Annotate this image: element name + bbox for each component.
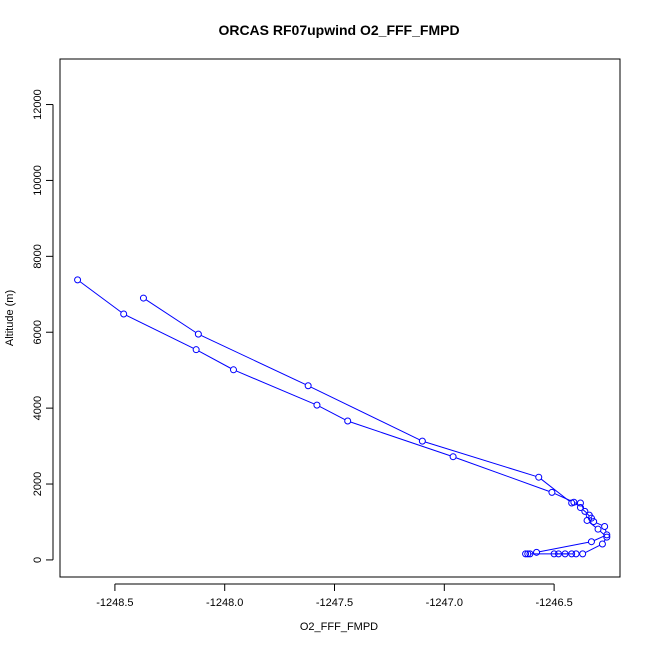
x-tick-label: -1247.0 <box>426 597 463 609</box>
series-line-segment <box>539 541 589 553</box>
y-tick-label: 12000 <box>32 89 44 120</box>
data-point <box>598 540 606 548</box>
data-point <box>194 330 202 338</box>
y-tick-label: 4000 <box>32 396 44 420</box>
data-point <box>568 499 576 507</box>
series-line-segment <box>455 457 550 492</box>
data-point <box>229 366 237 374</box>
series-line-segment <box>145 299 197 333</box>
data-point <box>603 533 611 541</box>
data-point <box>522 550 530 558</box>
series-line-segment <box>540 478 570 502</box>
data-point <box>74 276 82 284</box>
series-line-segment <box>79 281 122 313</box>
data-point <box>344 417 352 425</box>
data-point <box>418 437 426 445</box>
data-point <box>603 531 611 539</box>
series-line-segment <box>596 522 603 526</box>
data-point <box>568 550 576 558</box>
series-line-segment <box>582 509 588 514</box>
data-point <box>139 294 147 302</box>
data-point <box>572 550 580 558</box>
series-line-segment <box>350 421 451 457</box>
data-point <box>550 550 558 558</box>
series-line-segment <box>198 350 232 369</box>
data-point <box>524 550 532 558</box>
data-point <box>533 548 541 556</box>
x-axis: -1248.5 -1248.0 -1247.5 -1247.0 -1246.5 <box>96 583 573 609</box>
x-axis-label: O2_FFF_FMPD <box>300 621 378 633</box>
x-tick-label: -1246.5 <box>535 597 572 609</box>
series-line-segment <box>425 441 537 477</box>
data-point <box>449 453 457 461</box>
series-line-segment <box>585 544 600 553</box>
plot-frame <box>59 58 621 578</box>
series-line-segment <box>236 370 315 405</box>
data-point <box>576 499 584 507</box>
y-tick-label: 0 <box>32 557 44 563</box>
data-point <box>304 382 312 390</box>
series-line-segment <box>310 386 420 441</box>
series-line-segment <box>554 493 572 502</box>
series-line-segment <box>126 314 194 349</box>
x-tick-label: -1248.0 <box>206 597 243 609</box>
chart-title: ORCAS RF07upwind O2_FFF_FMPD <box>218 22 459 38</box>
x-tick-label: -1248.5 <box>96 597 133 609</box>
series-line-segment <box>319 406 346 421</box>
y-tick-label: 8000 <box>32 244 44 268</box>
y-tick-label: 2000 <box>32 472 44 496</box>
data-point <box>587 514 595 522</box>
data-point <box>576 504 584 512</box>
data-point <box>579 550 587 558</box>
series-line-segment <box>586 513 590 517</box>
data-point <box>526 550 534 558</box>
data-point <box>581 507 589 515</box>
y-axis-label: Altitude (m) <box>4 290 16 346</box>
data-point <box>590 518 598 526</box>
data-point <box>587 538 595 546</box>
series-line-segment <box>200 334 306 385</box>
y-tick-label: 10000 <box>32 165 44 196</box>
data-point <box>120 310 128 318</box>
data-point <box>555 550 563 558</box>
series-line-segment <box>593 535 605 541</box>
data-point <box>548 488 556 496</box>
data-point <box>535 473 543 481</box>
plot-series <box>74 276 611 558</box>
data-point <box>561 550 569 558</box>
x-tick-label: -1247.5 <box>316 597 353 609</box>
data-point <box>601 523 609 531</box>
y-tick-label: 6000 <box>32 320 44 344</box>
y-axis: 0 2000 4000 6000 8000 10000 12000 <box>32 89 54 563</box>
data-point <box>313 401 321 409</box>
data-point <box>594 525 602 533</box>
data-point <box>192 346 200 354</box>
